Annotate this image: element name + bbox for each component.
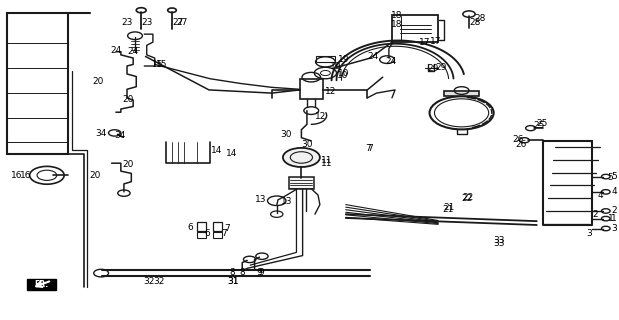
Text: 29: 29 <box>436 63 447 72</box>
Polygon shape <box>27 278 56 290</box>
Text: 9: 9 <box>256 268 262 277</box>
Bar <box>213 222 222 231</box>
Bar <box>7 13 69 154</box>
Text: 11: 11 <box>321 159 332 168</box>
Text: 10: 10 <box>339 69 350 78</box>
Text: FR.: FR. <box>34 280 48 289</box>
Text: 27: 27 <box>176 19 188 28</box>
Text: 29: 29 <box>427 64 438 73</box>
Text: 24: 24 <box>127 47 138 56</box>
Text: 18: 18 <box>391 12 403 20</box>
Text: 7: 7 <box>367 144 373 153</box>
Text: 33: 33 <box>493 236 505 245</box>
Text: 12: 12 <box>325 87 336 96</box>
Bar <box>197 232 206 238</box>
Text: 13: 13 <box>256 195 267 204</box>
Text: 13: 13 <box>281 197 293 206</box>
Text: 7: 7 <box>221 229 227 238</box>
Bar <box>289 177 314 189</box>
Text: 34: 34 <box>95 129 106 138</box>
Text: 12: 12 <box>315 112 326 121</box>
Text: 15: 15 <box>156 60 168 69</box>
Bar <box>300 79 323 100</box>
Text: 11: 11 <box>321 156 332 164</box>
Text: 20: 20 <box>123 95 134 104</box>
Text: 31: 31 <box>227 277 239 286</box>
Text: 4: 4 <box>612 188 617 196</box>
Text: 32: 32 <box>154 277 165 286</box>
Text: 17: 17 <box>430 37 441 46</box>
Text: 30: 30 <box>280 130 292 139</box>
Text: 34: 34 <box>115 131 126 140</box>
Text: 31: 31 <box>227 277 239 286</box>
Text: 21: 21 <box>442 205 453 214</box>
Text: 24: 24 <box>111 45 122 55</box>
Text: 5: 5 <box>608 173 613 182</box>
Text: 28: 28 <box>474 14 485 23</box>
Text: 28: 28 <box>469 18 480 27</box>
Text: 32: 32 <box>144 277 155 286</box>
Text: 14: 14 <box>212 146 223 155</box>
Text: 27: 27 <box>172 19 183 28</box>
Circle shape <box>283 148 320 167</box>
Text: 17: 17 <box>419 38 431 47</box>
Text: 10: 10 <box>337 71 348 80</box>
Text: 20: 20 <box>123 160 134 169</box>
Text: 7: 7 <box>223 224 230 233</box>
Text: 25: 25 <box>537 119 548 128</box>
Text: 3: 3 <box>612 224 617 233</box>
Text: 22: 22 <box>462 194 473 204</box>
Text: 16: 16 <box>20 172 32 180</box>
Text: 3: 3 <box>586 229 592 238</box>
Text: 2: 2 <box>592 210 598 219</box>
Text: 33: 33 <box>493 239 505 248</box>
Text: 1: 1 <box>612 214 617 223</box>
Text: 23: 23 <box>122 19 133 28</box>
Text: 21: 21 <box>443 203 454 212</box>
Text: 19: 19 <box>331 61 342 70</box>
Text: 19: 19 <box>339 55 350 64</box>
Bar <box>213 232 222 238</box>
Bar <box>444 91 479 96</box>
Text: 7: 7 <box>365 144 371 153</box>
Text: 1: 1 <box>608 214 613 223</box>
Text: 26: 26 <box>515 140 527 149</box>
Bar <box>392 15 438 42</box>
Text: 30: 30 <box>301 140 313 148</box>
Bar <box>197 222 206 231</box>
Text: 24: 24 <box>386 57 397 66</box>
Text: 4: 4 <box>597 191 603 200</box>
Text: 6: 6 <box>204 229 210 238</box>
Text: 20: 20 <box>89 172 100 180</box>
Text: 8: 8 <box>240 268 246 277</box>
Text: 6: 6 <box>188 223 194 232</box>
Bar <box>316 56 335 62</box>
Text: 5: 5 <box>612 172 617 181</box>
Text: 23: 23 <box>141 19 152 28</box>
Text: 2: 2 <box>612 206 617 215</box>
Text: 18: 18 <box>391 20 403 29</box>
Text: 14: 14 <box>225 149 237 158</box>
Text: 8: 8 <box>229 268 235 277</box>
Text: 25: 25 <box>534 121 545 130</box>
Text: 20: 20 <box>93 77 104 86</box>
Text: 24: 24 <box>368 52 379 61</box>
Text: 9: 9 <box>258 268 264 277</box>
Text: 16: 16 <box>11 171 22 180</box>
Text: 22: 22 <box>463 193 474 202</box>
Text: 15: 15 <box>152 60 163 69</box>
Text: 26: 26 <box>512 135 524 144</box>
